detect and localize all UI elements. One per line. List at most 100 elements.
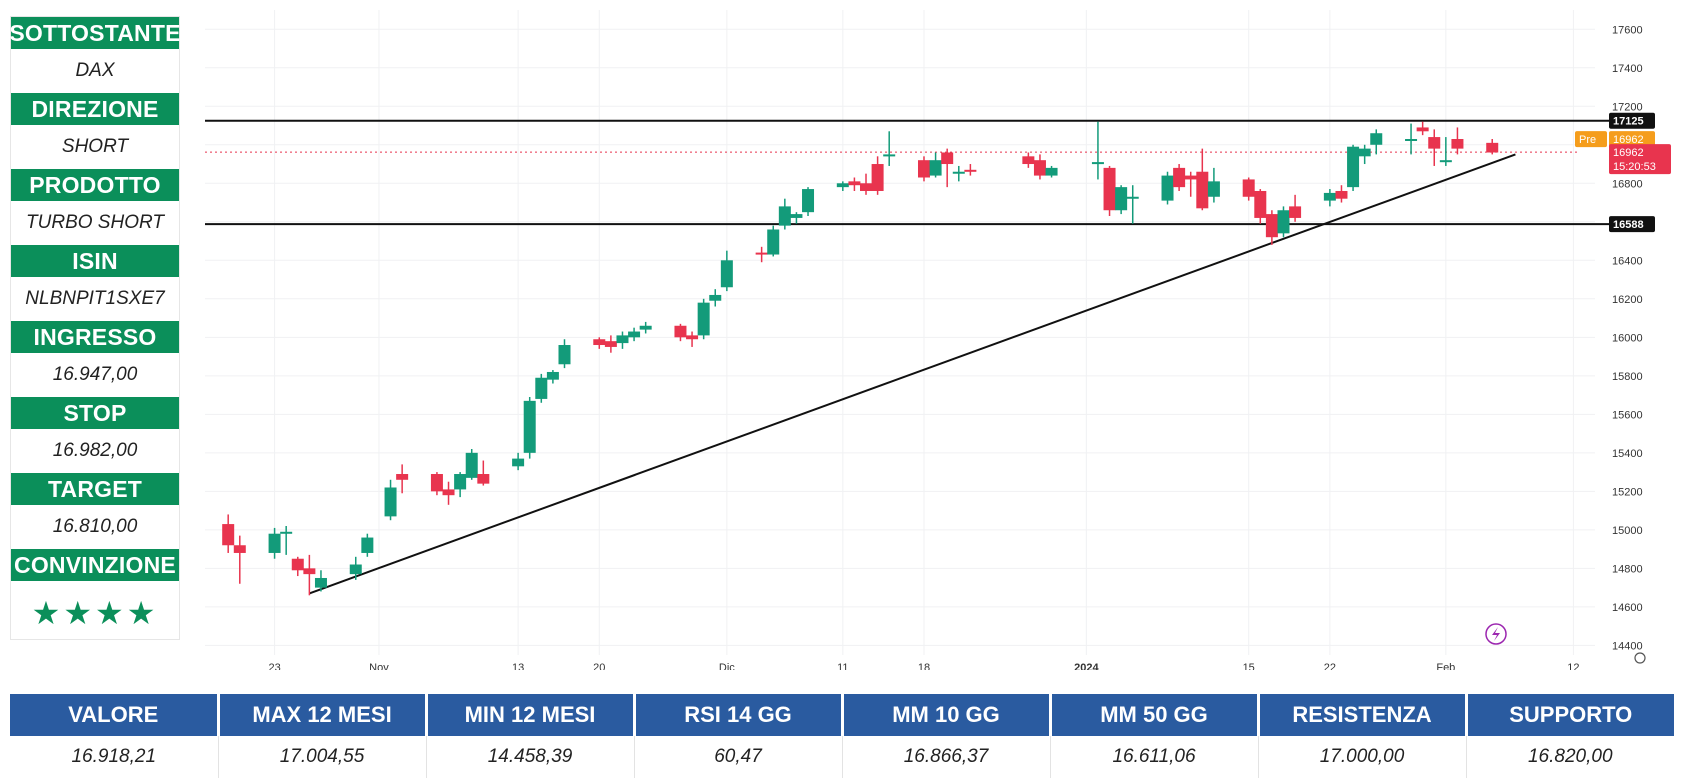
candle-body xyxy=(917,160,930,178)
candle-body xyxy=(616,335,629,344)
candle-up xyxy=(1358,144,1371,165)
cell-mm50: 16.611,06 xyxy=(1050,736,1259,778)
x-tick-label: 18 xyxy=(918,662,930,670)
countdown-label: 15:20:53 xyxy=(1613,161,1656,173)
candles xyxy=(222,121,1499,596)
x-tick-label: 23 xyxy=(268,662,280,670)
candle-body xyxy=(1254,190,1267,218)
candle-up xyxy=(1277,206,1290,238)
candle-up xyxy=(720,250,733,292)
candle-body xyxy=(755,252,768,255)
candle-body xyxy=(790,214,803,218)
candle-up xyxy=(802,187,815,217)
candle-down xyxy=(1416,121,1429,136)
candle-down xyxy=(222,514,235,553)
candle-down xyxy=(871,156,884,195)
x-tick-label: 12 xyxy=(1567,662,1579,670)
trend-line xyxy=(309,153,1516,595)
x-tick-label: 15 xyxy=(1243,662,1255,670)
candle-body xyxy=(535,377,548,399)
cell-mm10: 16.866,37 xyxy=(842,736,1051,778)
candle-up xyxy=(790,212,803,224)
last-price-tag: 16962 15:20:53 xyxy=(1609,144,1671,175)
candle-up xyxy=(314,570,327,592)
candle-down xyxy=(917,156,930,182)
col-header-value: VALORE xyxy=(10,694,220,736)
col-header-min: MIN 12 MESI xyxy=(426,694,636,736)
y-tick-label: 15800 xyxy=(1612,371,1643,383)
candle-body xyxy=(1103,167,1116,211)
candle-body xyxy=(1115,187,1128,211)
star-icon: ★ xyxy=(95,595,127,631)
candle-body xyxy=(477,474,490,484)
candle-body xyxy=(1091,162,1104,165)
candle-down xyxy=(1184,171,1197,197)
candle-body xyxy=(593,339,606,346)
candle-body xyxy=(639,325,652,330)
last-price-label: 16962 xyxy=(1613,147,1644,159)
resistance-tag: 17125 xyxy=(1609,112,1655,129)
candle-body xyxy=(222,524,235,546)
candle-body xyxy=(802,189,815,213)
candle-up xyxy=(268,527,281,559)
x-tick-label: Dic xyxy=(719,662,735,670)
candle-up xyxy=(1161,171,1174,205)
target-label: TARGET xyxy=(11,473,179,505)
candle-up xyxy=(697,298,710,340)
candle-body xyxy=(1033,160,1046,176)
candle-body xyxy=(1161,175,1174,201)
candle-up xyxy=(361,533,374,557)
target-value: 16.810,00 xyxy=(52,516,138,537)
candle-down xyxy=(1173,164,1186,191)
time-axis[interactable]: 23 Nov 13 20 Dic 11 18 2024 15 22 Feb 12 xyxy=(268,662,1579,670)
candle-body xyxy=(871,164,884,191)
isin-label: ISIN xyxy=(11,245,179,277)
candle-body xyxy=(860,183,873,191)
cell-value: 16.918,21 xyxy=(10,736,219,778)
candle-down xyxy=(1022,152,1035,168)
candle-up xyxy=(628,327,641,342)
y-tick-label: 16800 xyxy=(1612,178,1643,190)
candle-up xyxy=(616,331,629,349)
level-lines xyxy=(205,119,1655,226)
candle-down xyxy=(1196,148,1209,211)
candle-down xyxy=(1428,129,1441,166)
y-tick-label: 14400 xyxy=(1612,640,1643,652)
candle-body xyxy=(1486,142,1499,153)
candle-body xyxy=(558,345,571,365)
candle-up xyxy=(523,397,536,459)
settings-icon[interactable] xyxy=(1634,652,1646,664)
candle-body xyxy=(1451,139,1464,149)
star-icon: ★ xyxy=(126,595,159,631)
candle-body xyxy=(384,487,397,517)
candle-body xyxy=(465,452,478,478)
candle-down xyxy=(1033,154,1046,180)
price-axis[interactable]: 14400 14600 14800 15000 15200 15400 15600 15800… xyxy=(1612,24,1643,652)
underlying-value: DAX xyxy=(75,60,115,81)
support-tag-label: 16588 xyxy=(1613,219,1644,231)
candle-up xyxy=(558,339,571,369)
candle-up xyxy=(1370,129,1383,155)
candlestick-chart[interactable]: 14400 14600 14800 15000 15200 15400 15600 15800… xyxy=(0,0,1684,670)
candle-body xyxy=(1405,139,1418,141)
candle-body xyxy=(1323,192,1336,201)
candle-body xyxy=(442,489,455,496)
candle-body xyxy=(1358,148,1371,157)
candle-up xyxy=(1091,121,1104,180)
resistance-tag-label: 17125 xyxy=(1613,116,1644,128)
conviction-label: CONVINZIONE xyxy=(11,549,179,581)
support-tag: 16588 xyxy=(1609,216,1655,233)
candle-body xyxy=(512,458,525,467)
x-tick-label: 11 xyxy=(837,662,848,670)
trade-info-panel: SOTTOSTANTE DAX DIREZIONE SHORT PRODOTTO… xyxy=(9,16,180,640)
col-header-max: MAX 12 MESI xyxy=(218,694,428,736)
candle-body xyxy=(523,400,536,453)
y-tick-label: 17200 xyxy=(1612,101,1643,113)
candle-down xyxy=(1103,165,1116,217)
candle-body xyxy=(1370,133,1383,145)
lightning-icon[interactable] xyxy=(1485,623,1507,645)
candle-body xyxy=(546,371,559,380)
candle-body xyxy=(1347,146,1360,188)
y-tick-label: 15000 xyxy=(1612,525,1643,537)
y-tick-label: 16400 xyxy=(1612,255,1643,267)
